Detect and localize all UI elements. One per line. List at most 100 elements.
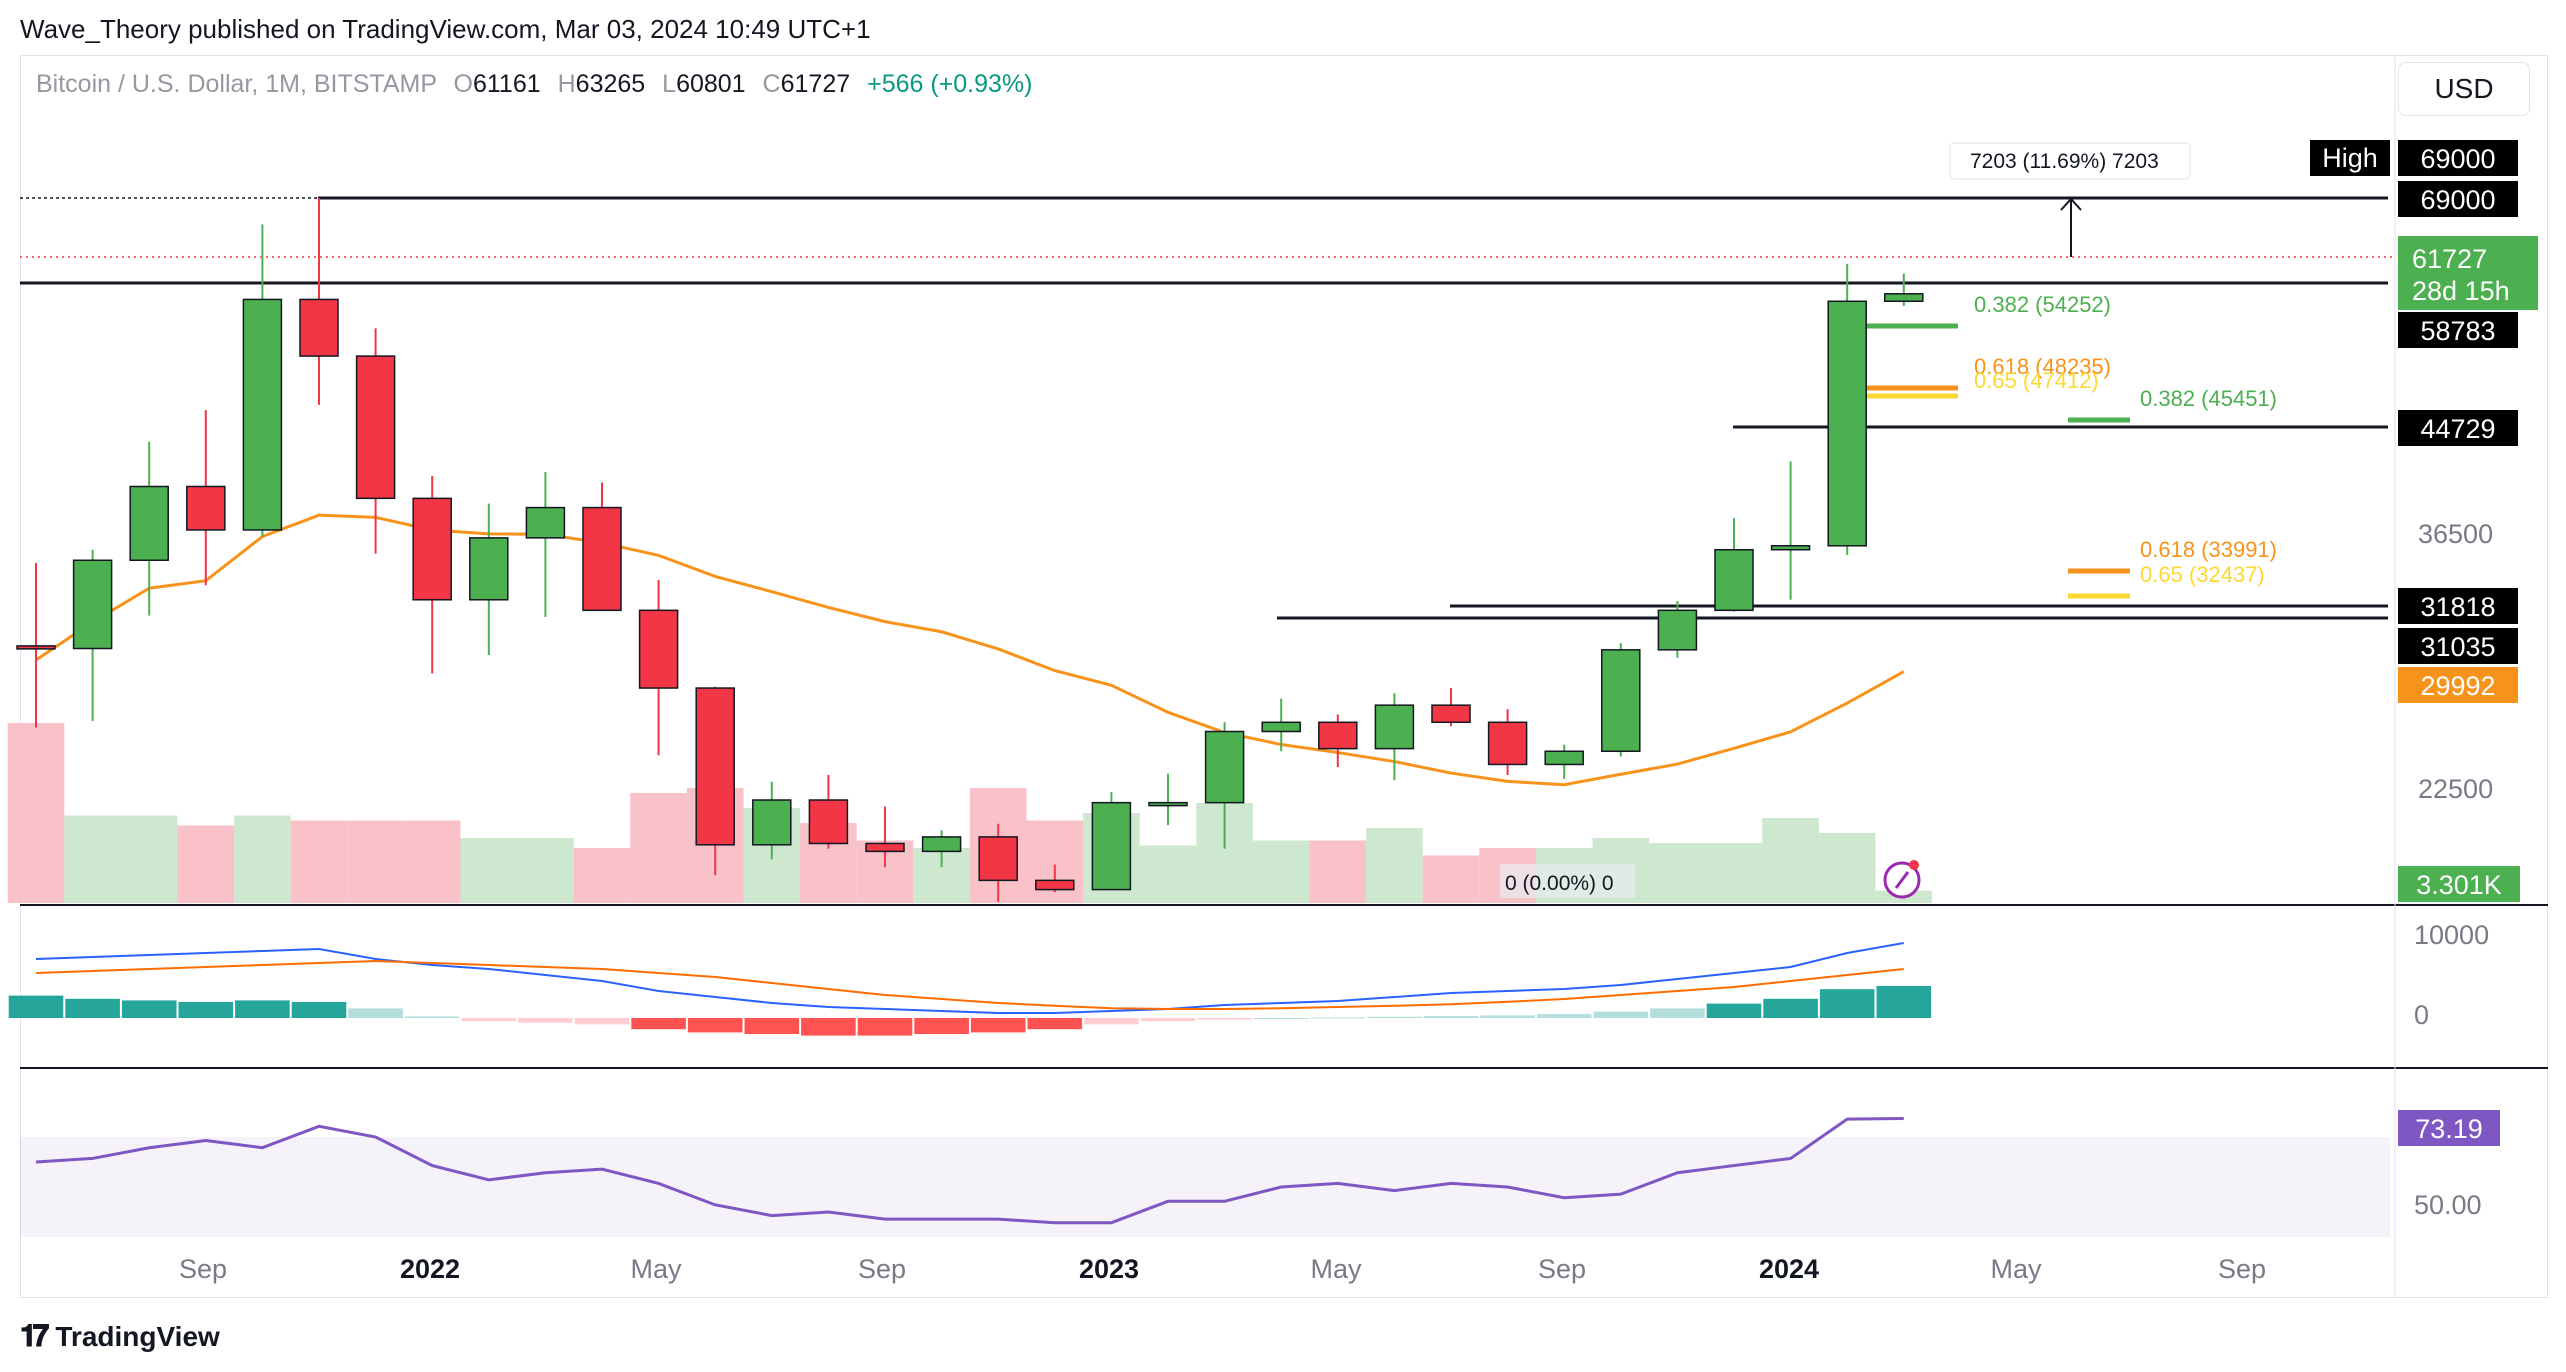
time-tick-sep: Sep (858, 1254, 906, 1284)
high-tag-value: 69000 (2420, 144, 2495, 174)
moving-average-line (35, 513, 1905, 787)
chart-frame (20, 55, 2548, 1298)
symbol-label: Bitcoin / U.S. Dollar, 1M, BITSTAMP (36, 70, 437, 98)
volume-bar-2021-06 (7, 723, 65, 903)
fib-label-065-32437: 0.65 (32437) (2140, 562, 2265, 587)
candle-body-2023-06 (1374, 704, 1415, 750)
high-tag-value-box (2398, 140, 2518, 176)
macd-histogram-bar-2021-10 (235, 1000, 290, 1018)
candle-body-2024-01 (1770, 545, 1811, 551)
fib-label-0382-54252: 0.382 (54252) (1974, 292, 2111, 317)
candle-body-2021-08 (129, 485, 169, 562)
rsi-band (20, 1137, 2390, 1237)
candle-body-2021-12 (355, 355, 396, 500)
macd-histogram-bar-2022-07 (744, 1018, 800, 1034)
ma-tag: 29992 (2420, 671, 2495, 701)
candle-body-2023-09 (1544, 750, 1584, 766)
macd-histogram-bar-2021-06 (8, 995, 64, 1018)
low-label: L (662, 70, 677, 98)
macd-layer (8, 942, 1932, 1036)
level-31035-tag: 31035 (2420, 632, 2495, 662)
candlestick-layer (16, 198, 1924, 902)
alert-icon[interactable] (1883, 860, 1921, 899)
candle-body-2021-06 (16, 645, 56, 650)
publish-caption: Wave_Theory published on TradingView.com… (20, 14, 871, 44)
macd-histogram-bar-2023-08 (1480, 1015, 1535, 1018)
macd-histogram-bar-2022-08 (801, 1018, 856, 1036)
macd-histogram-bar-2022-03 (518, 1018, 573, 1023)
candle-body-2023-04 (1261, 721, 1301, 733)
macd-histogram-bar-2022-04 (574, 1018, 630, 1025)
macd-histogram-bar-2021-07 (65, 998, 120, 1018)
candle-body-2022-04 (582, 506, 622, 612)
candle-body-2023-03 (1204, 730, 1245, 804)
level-44729-tag-box (2398, 410, 2518, 446)
rsi-layer (35, 1116, 1904, 1225)
volume-bar-2023-05 (1309, 840, 1367, 903)
tradingview-logo-icon: 𝟏𝟕 (20, 1320, 49, 1353)
macd-histogram-bar-2022-05 (631, 1018, 686, 1030)
open-label: O (453, 70, 473, 98)
zero-measure-label: 0 (0.00%) 0 (1505, 872, 1614, 895)
high-tag-label: High (2322, 143, 2378, 173)
level-58783-tag: 58783 (2420, 316, 2495, 346)
open-value: 61161 (472, 70, 541, 98)
volume-bar-2022-01 (403, 820, 461, 903)
candle-body-2023-10 (1601, 649, 1641, 753)
candle-body-2022-06 (695, 687, 735, 846)
macd-histogram-bar-2022-12 (1027, 1018, 1083, 1030)
volume-bar-2023-07 (1422, 855, 1480, 903)
candle-body-2021-07 (72, 559, 113, 650)
rsi-tag-box (2398, 1110, 2500, 1146)
volume-tag-box (2398, 866, 2520, 902)
macd-histogram-bar-2023-11 (1650, 1008, 1705, 1018)
level-31035-tag-box (2398, 628, 2518, 664)
candle-body-2023-02 (1148, 801, 1188, 807)
time-axis: Sep 2022 May Sep 2023 May Sep 2024 May Sep (179, 1254, 2266, 1284)
volume-bar-2021-12 (347, 820, 404, 903)
macd-line (35, 942, 1904, 1014)
macd-signal-line (35, 959, 1904, 1010)
change-value: +566 (+0.93%) (867, 70, 1033, 98)
measure-label: 7203 (11.69%) 7203 (1970, 150, 2159, 173)
volume-bar-2023-12 (1705, 843, 1763, 903)
level-31818-tag-box (2398, 588, 2518, 624)
time-tick-2022: 2022 (400, 1254, 460, 1284)
time-tick-sep: Sep (2218, 1254, 2266, 1284)
zero-measure-box: 0 (0.00%) 0 (1500, 864, 1635, 898)
candle-body-2022-02 (469, 537, 509, 601)
macd-histogram-bar-2024-02 (1819, 989, 1875, 1018)
macd-histogram-bar-2022-10 (914, 1018, 969, 1034)
macd-histogram-bar-2021-12 (348, 1008, 403, 1018)
footer-brand[interactable]: 𝟏𝟕 TradingView (20, 1320, 220, 1354)
candle-body-2023-01 (1091, 801, 1132, 891)
volume-bar-2021-10 (234, 815, 291, 903)
candle-body-2022-05 (638, 609, 679, 689)
time-tick-sep: Sep (1538, 1254, 1586, 1284)
macd-histogram-bar-2023-12 (1706, 1003, 1762, 1018)
time-tick-2024: 2024 (1759, 1254, 1819, 1284)
measure-box: 7203 (11.69%) 7203 (1949, 142, 2191, 180)
rsi-line (35, 1116, 1904, 1225)
level-44729-tag: 44729 (2420, 414, 2495, 444)
candle-body-2024-03 (1884, 293, 1924, 303)
macd-histogram-bar-2023-04 (1253, 1018, 1309, 1019)
measure-arrow-head (2060, 197, 2082, 211)
time-tick-may: May (630, 1254, 682, 1284)
volume-bar-2022-02 (460, 838, 518, 903)
macd-histogram-bar-2023-05 (1310, 1017, 1366, 1019)
macd-histogram-bar-2024-01 (1763, 998, 1818, 1018)
macd-histogram-bar-2023-06 (1367, 1016, 1422, 1018)
current-price-tag: 61727 (2412, 244, 2487, 274)
volume-bar-2023-06 (1366, 828, 1423, 903)
volume-bar-2021-08 (120, 815, 178, 903)
currency-button[interactable]: USD (2398, 62, 2530, 116)
volume-bar-2021-09 (177, 825, 235, 903)
volume-bar-2021-11 (290, 820, 348, 903)
price-tick-22500: 22500 (2418, 774, 2493, 804)
candle-body-2022-12 (1035, 879, 1075, 891)
high-tag-box (2310, 140, 2390, 176)
candle-body-2021-09 (186, 485, 226, 531)
candle-body-2023-08 (1487, 721, 1528, 766)
